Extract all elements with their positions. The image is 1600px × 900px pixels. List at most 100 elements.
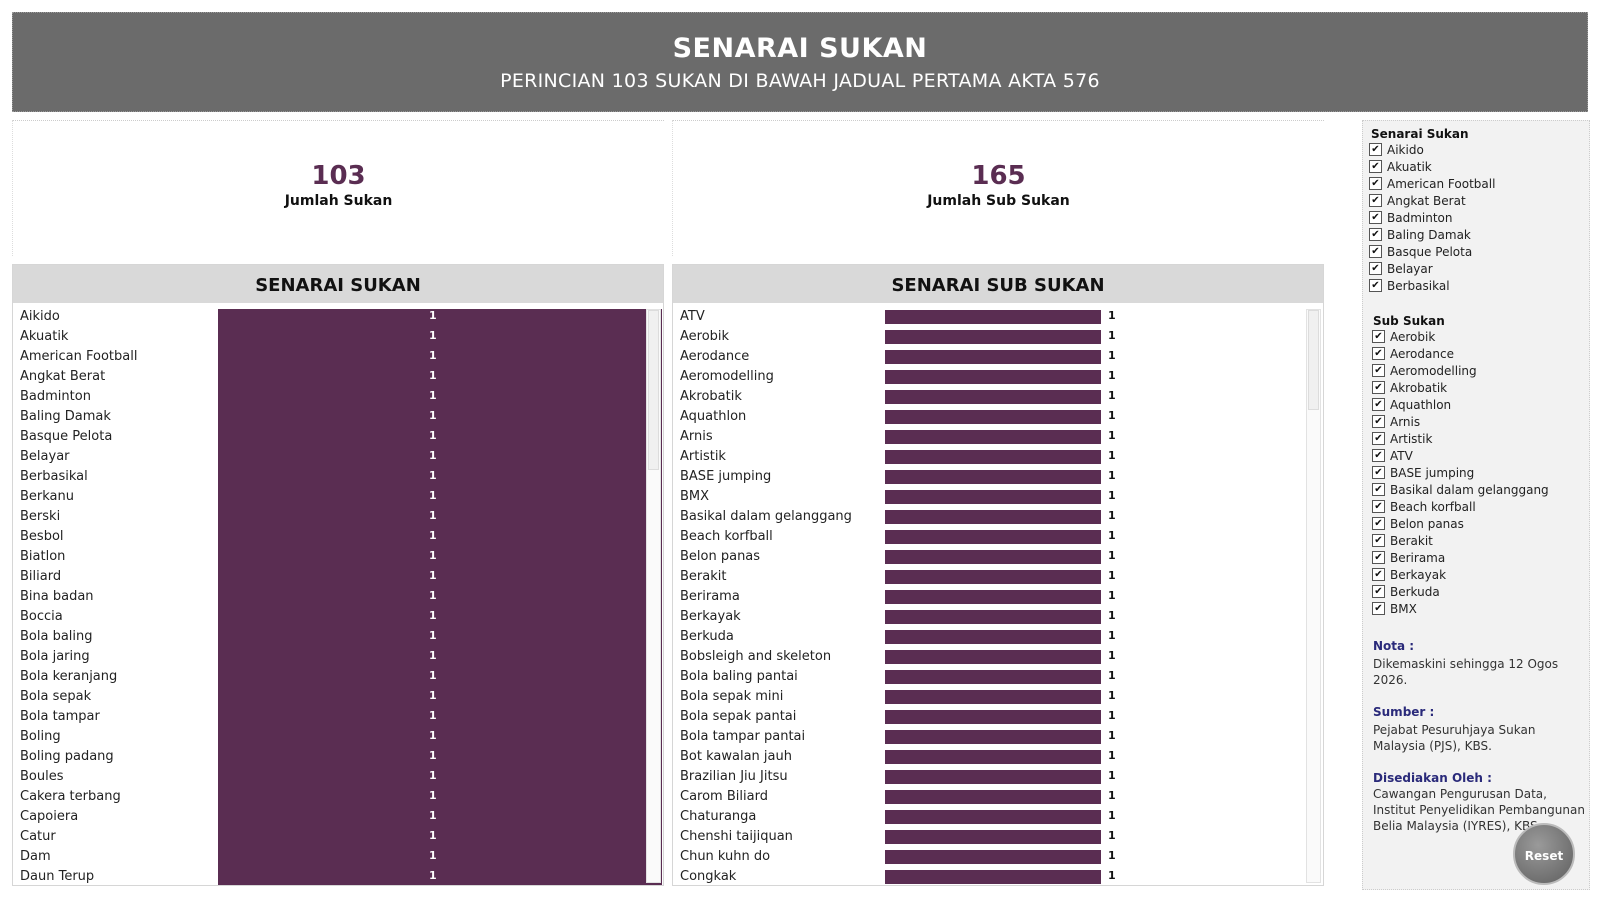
sub-sukan-bar[interactable]: [885, 470, 1101, 484]
filter-option[interactable]: ✔ ATV: [1372, 447, 1589, 464]
sub-sukan-row[interactable]: Aquathlon 1: [673, 407, 1323, 427]
filter-option[interactable]: ✔ Basque Pelota: [1369, 243, 1589, 260]
checkbox-checked-icon[interactable]: ✔: [1372, 483, 1385, 496]
filter-option[interactable]: ✔ American Football: [1369, 175, 1589, 192]
filter-option[interactable]: ✔ Angkat Berat: [1369, 192, 1589, 209]
sub-sukan-bar[interactable]: [885, 570, 1101, 584]
sub-sukan-bar[interactable]: [885, 550, 1101, 564]
checkbox-checked-icon[interactable]: ✔: [1369, 262, 1382, 275]
filter-option[interactable]: ✔ Akrobatik: [1372, 379, 1589, 396]
sub-sukan-row[interactable]: Congkak 1: [673, 867, 1323, 885]
sukan-row[interactable]: Boccia 1: [13, 607, 663, 627]
sukan-row[interactable]: American Football 1: [13, 347, 663, 367]
sub-sukan-row[interactable]: Berkuda 1: [673, 627, 1323, 647]
sukan-row[interactable]: Berski 1: [13, 507, 663, 527]
sukan-row[interactable]: Dam 1: [13, 847, 663, 867]
sub-sukan-row[interactable]: Aerobik 1: [673, 327, 1323, 347]
sukan-row[interactable]: Badminton 1: [13, 387, 663, 407]
sub-sukan-row[interactable]: Bola sepak pantai 1: [673, 707, 1323, 727]
sub-sukan-bar[interactable]: [885, 370, 1101, 384]
sub-sukan-row[interactable]: Chun kuhn do 1: [673, 847, 1323, 867]
sukan-row[interactable]: Belayar 1: [13, 447, 663, 467]
sub-sukan-bar[interactable]: [885, 330, 1101, 344]
sub-sukan-row[interactable]: Bola baling pantai 1: [673, 667, 1323, 687]
sub-sukan-row[interactable]: Akrobatik 1: [673, 387, 1323, 407]
sub-sukan-bar[interactable]: [885, 610, 1101, 624]
filter-option[interactable]: ✔ BASE jumping: [1372, 464, 1589, 481]
checkbox-checked-icon[interactable]: ✔: [1372, 432, 1385, 445]
sub-sukan-row[interactable]: Belon panas 1: [673, 547, 1323, 567]
checkbox-checked-icon[interactable]: ✔: [1372, 415, 1385, 428]
sukan-row[interactable]: Bola baling 1: [13, 627, 663, 647]
sub-sukan-bar[interactable]: [885, 730, 1101, 744]
sukan-row[interactable]: Berbasikal 1: [13, 467, 663, 487]
checkbox-checked-icon[interactable]: ✔: [1372, 500, 1385, 513]
checkbox-checked-icon[interactable]: ✔: [1372, 330, 1385, 343]
sub-sukan-row[interactable]: ATV 1: [673, 307, 1323, 327]
checkbox-checked-icon[interactable]: ✔: [1372, 347, 1385, 360]
sub-sukan-row[interactable]: BMX 1: [673, 487, 1323, 507]
sub-sukan-row[interactable]: Aerodance 1: [673, 347, 1323, 367]
sub-sukan-row[interactable]: Aeromodelling 1: [673, 367, 1323, 387]
sub-sukan-row[interactable]: Bobsleigh and skeleton 1: [673, 647, 1323, 667]
checkbox-checked-icon[interactable]: ✔: [1372, 551, 1385, 564]
filter-option[interactable]: ✔ Belayar: [1369, 260, 1589, 277]
sub-sukan-bar[interactable]: [885, 590, 1101, 604]
sub-sukan-bar[interactable]: [885, 770, 1101, 784]
sub-sukan-bar[interactable]: [885, 690, 1101, 704]
reset-button[interactable]: Reset: [1513, 823, 1575, 885]
sub-sukan-row[interactable]: Arnis 1: [673, 427, 1323, 447]
checkbox-checked-icon[interactable]: ✔: [1369, 211, 1382, 224]
sub-sukan-bar[interactable]: [885, 670, 1101, 684]
checkbox-checked-icon[interactable]: ✔: [1372, 534, 1385, 547]
sukan-row[interactable]: Bola keranjang 1: [13, 667, 663, 687]
filter-option[interactable]: ✔ Aikido: [1369, 141, 1589, 158]
sukan-row[interactable]: Biatlon 1: [13, 547, 663, 567]
sub-sukan-row[interactable]: Carom Biliard 1: [673, 787, 1323, 807]
sukan-row[interactable]: Bola tampar 1: [13, 707, 663, 727]
checkbox-checked-icon[interactable]: ✔: [1369, 228, 1382, 241]
sub-sukan-bar[interactable]: [885, 630, 1101, 644]
checkbox-checked-icon[interactable]: ✔: [1372, 381, 1385, 394]
filter-option[interactable]: ✔ Berakit: [1372, 532, 1589, 549]
sub-sukan-bar[interactable]: [885, 310, 1101, 324]
filter-option[interactable]: ✔ Aerodance: [1372, 345, 1589, 362]
checkbox-checked-icon[interactable]: ✔: [1369, 194, 1382, 207]
sukan-row[interactable]: Biliard 1: [13, 567, 663, 587]
sub-sukan-scrollbar[interactable]: [1306, 309, 1321, 883]
sukan-row[interactable]: Boling padang 1: [13, 747, 663, 767]
sukan-row[interactable]: Capoiera 1: [13, 807, 663, 827]
sub-sukan-bar[interactable]: [885, 450, 1101, 464]
sub-sukan-bar[interactable]: [885, 650, 1101, 664]
sukan-scrollbar[interactable]: [646, 309, 661, 883]
filter-option[interactable]: ✔ Beach korfball: [1372, 498, 1589, 515]
checkbox-checked-icon[interactable]: ✔: [1369, 279, 1382, 292]
checkbox-checked-icon[interactable]: ✔: [1369, 160, 1382, 173]
sukan-row[interactable]: Boling 1: [13, 727, 663, 747]
checkbox-checked-icon[interactable]: ✔: [1372, 585, 1385, 598]
checkbox-checked-icon[interactable]: ✔: [1369, 177, 1382, 190]
filter-option[interactable]: ✔ Berirama: [1372, 549, 1589, 566]
sub-sukan-bar[interactable]: [885, 870, 1101, 884]
filter-option[interactable]: ✔ Aeromodelling: [1372, 362, 1589, 379]
filter-option[interactable]: ✔ Baling Damak: [1369, 226, 1589, 243]
sub-sukan-bar[interactable]: [885, 490, 1101, 504]
sub-sukan-row[interactable]: Chaturanga 1: [673, 807, 1323, 827]
sukan-row[interactable]: Baling Damak 1: [13, 407, 663, 427]
sub-sukan-bar[interactable]: [885, 850, 1101, 864]
sub-sukan-scroll-thumb[interactable]: [1308, 310, 1319, 410]
filter-option[interactable]: ✔ Basikal dalam gelanggang: [1372, 481, 1589, 498]
sukan-row[interactable]: Boules 1: [13, 767, 663, 787]
sukan-row[interactable]: Akuatik 1: [13, 327, 663, 347]
checkbox-checked-icon[interactable]: ✔: [1372, 517, 1385, 530]
checkbox-checked-icon[interactable]: ✔: [1372, 449, 1385, 462]
sukan-row[interactable]: Daun Terup 1: [13, 867, 663, 885]
filter-option[interactable]: ✔ Berkuda: [1372, 583, 1589, 600]
checkbox-checked-icon[interactable]: ✔: [1372, 364, 1385, 377]
filter-option[interactable]: ✔ Akuatik: [1369, 158, 1589, 175]
sub-sukan-bar[interactable]: [885, 410, 1101, 424]
filter-option[interactable]: ✔ Aerobik: [1372, 328, 1589, 345]
checkbox-checked-icon[interactable]: ✔: [1372, 466, 1385, 479]
sub-sukan-bar[interactable]: [885, 350, 1101, 364]
sukan-row[interactable]: Cakera terbang 1: [13, 787, 663, 807]
